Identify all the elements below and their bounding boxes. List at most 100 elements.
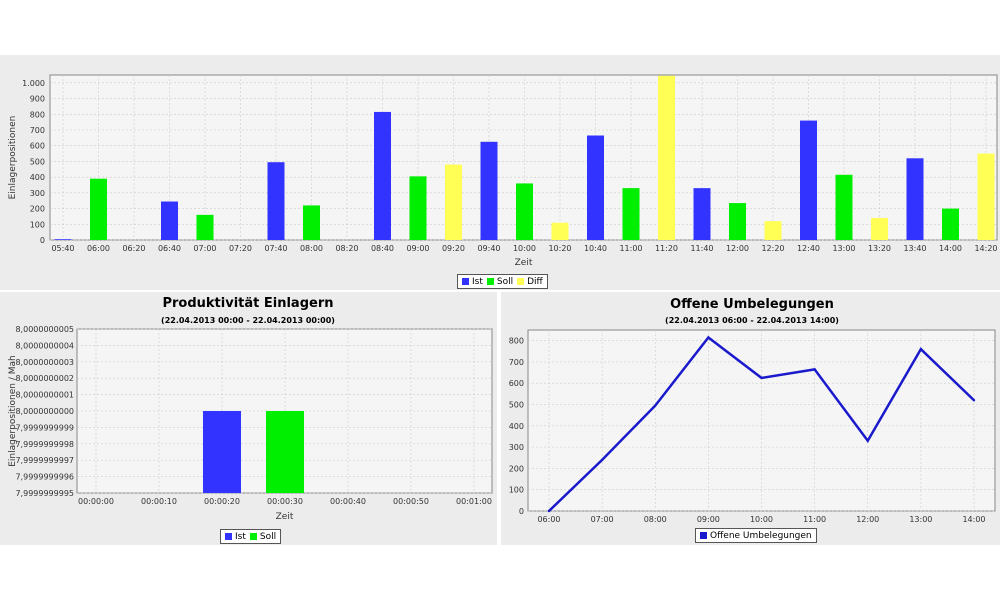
chart-panel-umbelegungen: Offene Umbelegungen (22.04.2013 06:00 - 2…	[501, 292, 1000, 545]
y-tick-label: 100	[30, 220, 45, 229]
y-tick-label: 500	[30, 157, 45, 166]
y-tick-label: 7,9999999995	[15, 489, 74, 498]
x-tick-label: 11:40	[690, 244, 713, 253]
data-point	[972, 399, 976, 402]
legend-swatch	[486, 278, 494, 285]
x-tick-label: 12:00	[856, 515, 879, 524]
y-tick-label: 900	[30, 95, 45, 104]
chart-panel-produktivitaet: Produktivität Einlagern (22.04.2013 00:00…	[0, 292, 497, 545]
y-axis-title: Einlagerpositionen / Mah	[8, 355, 18, 467]
bar-ist	[906, 158, 924, 240]
x-tick-label: 00:00:00	[78, 497, 114, 506]
legend-label: Ist	[472, 276, 483, 287]
legend-item: Ist	[225, 532, 246, 542]
x-tick-label: 06:00	[537, 515, 560, 524]
x-tick-label: 14:20	[974, 244, 997, 253]
x-tick-label: 13:00	[909, 515, 932, 524]
data-point	[866, 439, 869, 442]
y-tick-label: 7,9999999999	[15, 423, 74, 432]
y-tick-label: 800	[30, 110, 45, 119]
legend-label: Soll	[259, 531, 277, 542]
y-tick-label: 700	[30, 126, 45, 135]
y-tick-label: 8,0000000004	[15, 341, 74, 350]
bar-soll	[835, 174, 853, 240]
x-tick-label: 06:40	[158, 244, 181, 253]
x-tick-label: 12:20	[761, 244, 784, 253]
bar-soll	[90, 178, 107, 240]
bar-ist	[800, 120, 817, 240]
x-tick-label: 10:40	[584, 244, 607, 253]
x-tick-label: 09:00	[406, 244, 429, 253]
x-tick-label: 07:00	[193, 244, 216, 253]
chart-subtitle: (22.04.2013 06:00 - 22.04.2013 14:00)	[665, 316, 839, 325]
x-tick-label: 08:00	[644, 515, 667, 524]
x-tick-label: 13:20	[868, 244, 891, 253]
legend-label: Offene Umbelegungen	[710, 530, 812, 541]
bar-diff	[871, 218, 888, 240]
y-tick-label: 0	[519, 507, 524, 516]
x-tick-label: 00:00:50	[393, 497, 429, 506]
data-point	[760, 376, 763, 380]
x-tick-label: 00:00:20	[204, 497, 240, 506]
x-axis-title: Zeit	[515, 258, 533, 268]
y-tick-label: 8,0000000001	[15, 391, 74, 400]
legend-swatch	[249, 533, 257, 540]
y-tick-label: 300	[509, 443, 524, 452]
x-tick-label: 09:20	[442, 244, 465, 253]
bar-diff	[658, 75, 675, 241]
data-point	[600, 458, 604, 462]
legend-label: Diff	[527, 276, 543, 287]
bar-soll	[409, 176, 427, 240]
legend-item: Ist	[462, 277, 483, 287]
legend-item: Soll	[486, 277, 513, 287]
bar-ist	[587, 135, 604, 240]
x-tick-label: 13:00	[832, 244, 855, 253]
y-tick-label: 400	[30, 173, 45, 182]
y-tick-label: 200	[30, 205, 45, 214]
bar-diff	[977, 153, 995, 240]
data-point	[654, 404, 657, 407]
y-tick-label: 8,0000000002	[15, 374, 74, 383]
y-tick-label: 500	[509, 401, 524, 410]
y-tick-label: 600	[509, 379, 524, 388]
bar-diff	[445, 164, 462, 240]
bar-soll	[622, 188, 640, 240]
chart-title: Produktivität Einlagern	[162, 296, 333, 311]
x-tick-label: 09:00	[697, 515, 720, 524]
y-tick-label: 8,0000000003	[15, 358, 74, 367]
x-tick-label: 08:20	[335, 244, 358, 253]
y-tick-label: 300	[30, 189, 45, 198]
bar-soll	[729, 203, 746, 240]
chart-einlagerpositionen: 0 100 200 300 400 500 600 700 800 900 1.000 05:40 06…	[8, 74, 998, 268]
chart-subtitle: (22.04.2013 00:00 - 22.04.2013 00:00)	[161, 316, 335, 325]
x-tick-label: 12:40	[797, 244, 820, 253]
data-point	[707, 336, 710, 339]
x-tick-label: 09:40	[477, 244, 500, 253]
legend-swatch	[517, 278, 525, 285]
y-tick-label: 700	[509, 358, 524, 367]
x-tick-label: 14:00	[939, 244, 962, 253]
x-tick-label: 10:00	[750, 515, 773, 524]
x-tick-label: 08:00	[300, 244, 323, 253]
y-axis-title: Einlagerpositionen	[8, 116, 18, 200]
chart-legend: Ist Soll	[220, 529, 282, 544]
chart-title: Offene Umbelegungen	[670, 297, 834, 312]
chart-legend: Offene Umbelegungen	[695, 528, 817, 543]
x-tick-label: 14:00	[962, 515, 985, 524]
y-tick-label: 100	[509, 486, 524, 495]
x-tick-label: 11:00	[803, 515, 826, 524]
y-tick-label: 800	[509, 337, 524, 346]
bar-ist	[480, 141, 498, 240]
chart-produktivitaet-einlagern: Produktivität Einlagern (22.04.2013 00:00…	[8, 296, 493, 522]
bar-soll	[303, 205, 320, 240]
x-tick-label: 00:00:10	[141, 497, 177, 506]
y-tick-label: 7,9999999997	[15, 456, 74, 465]
chart-offene-umbelegungen: Offene Umbelegungen (22.04.2013 06:00 - 2…	[509, 297, 996, 524]
y-tick-label: 1.000	[22, 79, 45, 88]
y-tick-label: 200	[509, 464, 524, 473]
y-tick-label: 7,9999999996	[15, 473, 74, 482]
x-tick-label: 12:00	[726, 244, 749, 253]
legend-label: Ist	[235, 531, 246, 542]
x-tick-label: 05:40	[51, 244, 74, 253]
legend-swatch	[700, 532, 707, 539]
